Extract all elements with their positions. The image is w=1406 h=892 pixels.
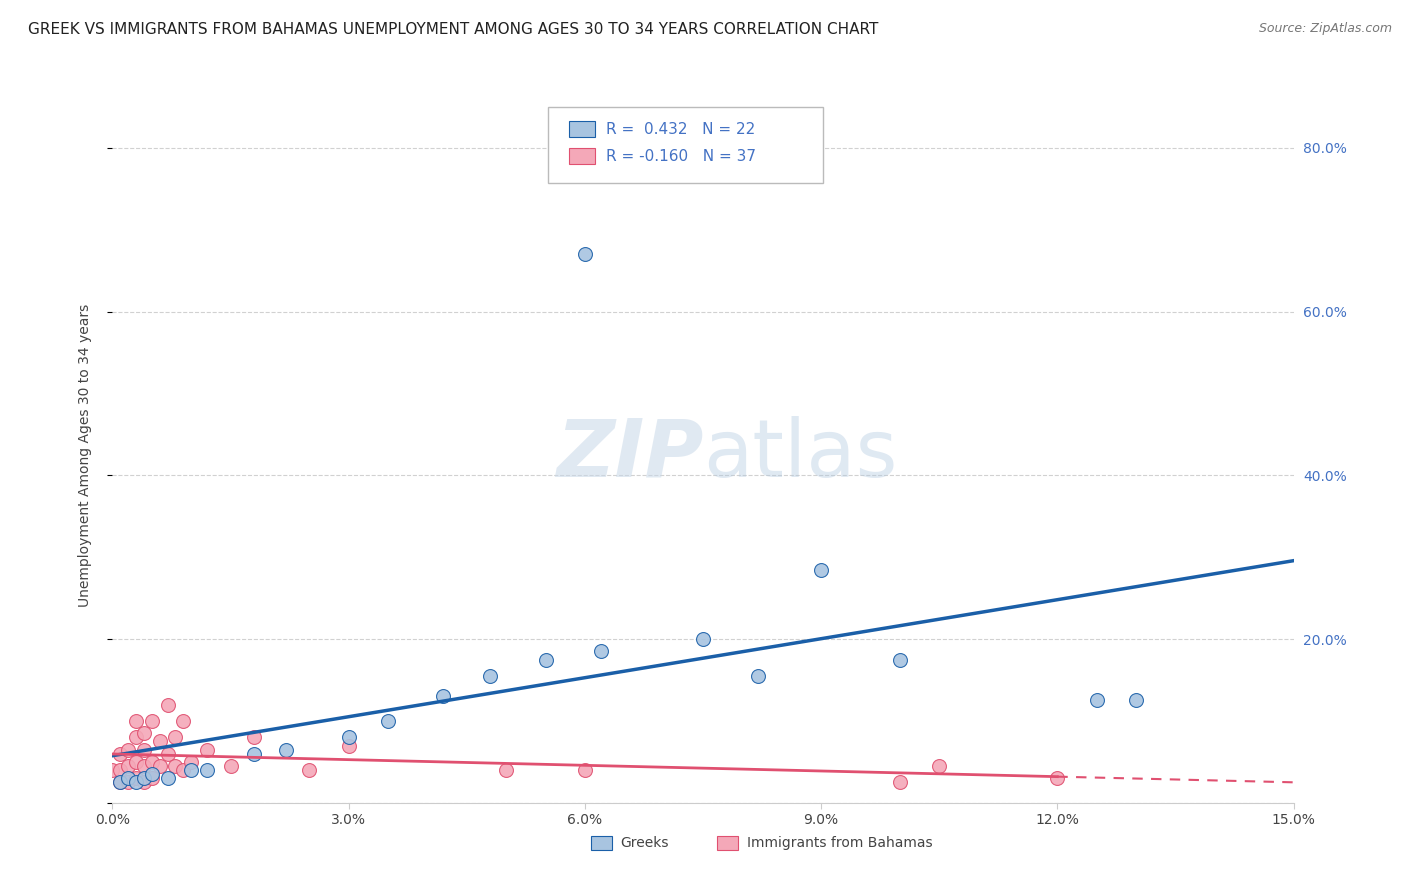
Point: [117, 759, 139, 773]
Point: [195, 763, 218, 777]
Y-axis label: Unemployment Among Ages 30 to 34 years: Unemployment Among Ages 30 to 34 years: [77, 303, 91, 607]
Point: [574, 763, 596, 777]
Point: [337, 731, 360, 745]
Point: [156, 747, 179, 761]
Point: [141, 771, 163, 785]
Point: [149, 734, 172, 748]
Point: [165, 759, 187, 773]
Text: Immigrants from Bahamas: Immigrants from Bahamas: [747, 836, 932, 850]
Point: [810, 562, 832, 576]
Point: [479, 669, 502, 683]
Point: [110, 747, 132, 761]
Point: [495, 763, 517, 777]
Point: [149, 759, 172, 773]
Point: [125, 771, 148, 785]
Text: Source: ZipAtlas.com: Source: ZipAtlas.com: [1258, 22, 1392, 36]
Text: ZIP: ZIP: [555, 416, 703, 494]
Point: [534, 652, 557, 666]
Point: [110, 775, 132, 789]
Point: [110, 775, 132, 789]
Point: [132, 742, 155, 756]
Text: Greeks: Greeks: [620, 836, 668, 850]
Point: [141, 755, 163, 769]
Point: [156, 698, 179, 712]
Point: [165, 731, 187, 745]
Point: [141, 714, 163, 728]
Point: [889, 652, 911, 666]
Point: [117, 742, 139, 756]
Text: R = -0.160   N = 37: R = -0.160 N = 37: [606, 149, 756, 163]
Point: [432, 690, 454, 704]
Point: [117, 771, 139, 785]
Point: [298, 763, 321, 777]
Point: [172, 763, 194, 777]
Text: R =  0.432   N = 22: R = 0.432 N = 22: [606, 122, 755, 136]
Point: [132, 771, 155, 785]
Point: [156, 771, 179, 785]
Point: [1085, 693, 1108, 707]
Point: [1125, 693, 1147, 707]
Point: [125, 714, 148, 728]
Point: [180, 763, 202, 777]
Point: [141, 767, 163, 781]
Point: [110, 763, 132, 777]
Point: [125, 755, 148, 769]
Point: [132, 775, 155, 789]
Point: [219, 759, 242, 773]
Point: [377, 714, 399, 728]
Point: [337, 739, 360, 753]
Point: [125, 775, 148, 789]
Point: [180, 755, 202, 769]
Point: [132, 726, 155, 740]
Point: [589, 644, 612, 658]
Point: [125, 731, 148, 745]
Point: [243, 731, 266, 745]
Point: [243, 747, 266, 761]
Point: [195, 742, 218, 756]
Point: [574, 247, 596, 261]
Point: [101, 763, 124, 777]
Point: [117, 775, 139, 789]
Point: [1046, 771, 1069, 785]
Point: [172, 714, 194, 728]
Point: [747, 669, 769, 683]
Point: [132, 759, 155, 773]
Point: [889, 775, 911, 789]
Point: [274, 742, 297, 756]
Text: GREEK VS IMMIGRANTS FROM BAHAMAS UNEMPLOYMENT AMONG AGES 30 TO 34 YEARS CORRELAT: GREEK VS IMMIGRANTS FROM BAHAMAS UNEMPLO…: [28, 22, 879, 37]
Point: [692, 632, 714, 646]
Point: [928, 759, 950, 773]
Text: atlas: atlas: [703, 416, 897, 494]
